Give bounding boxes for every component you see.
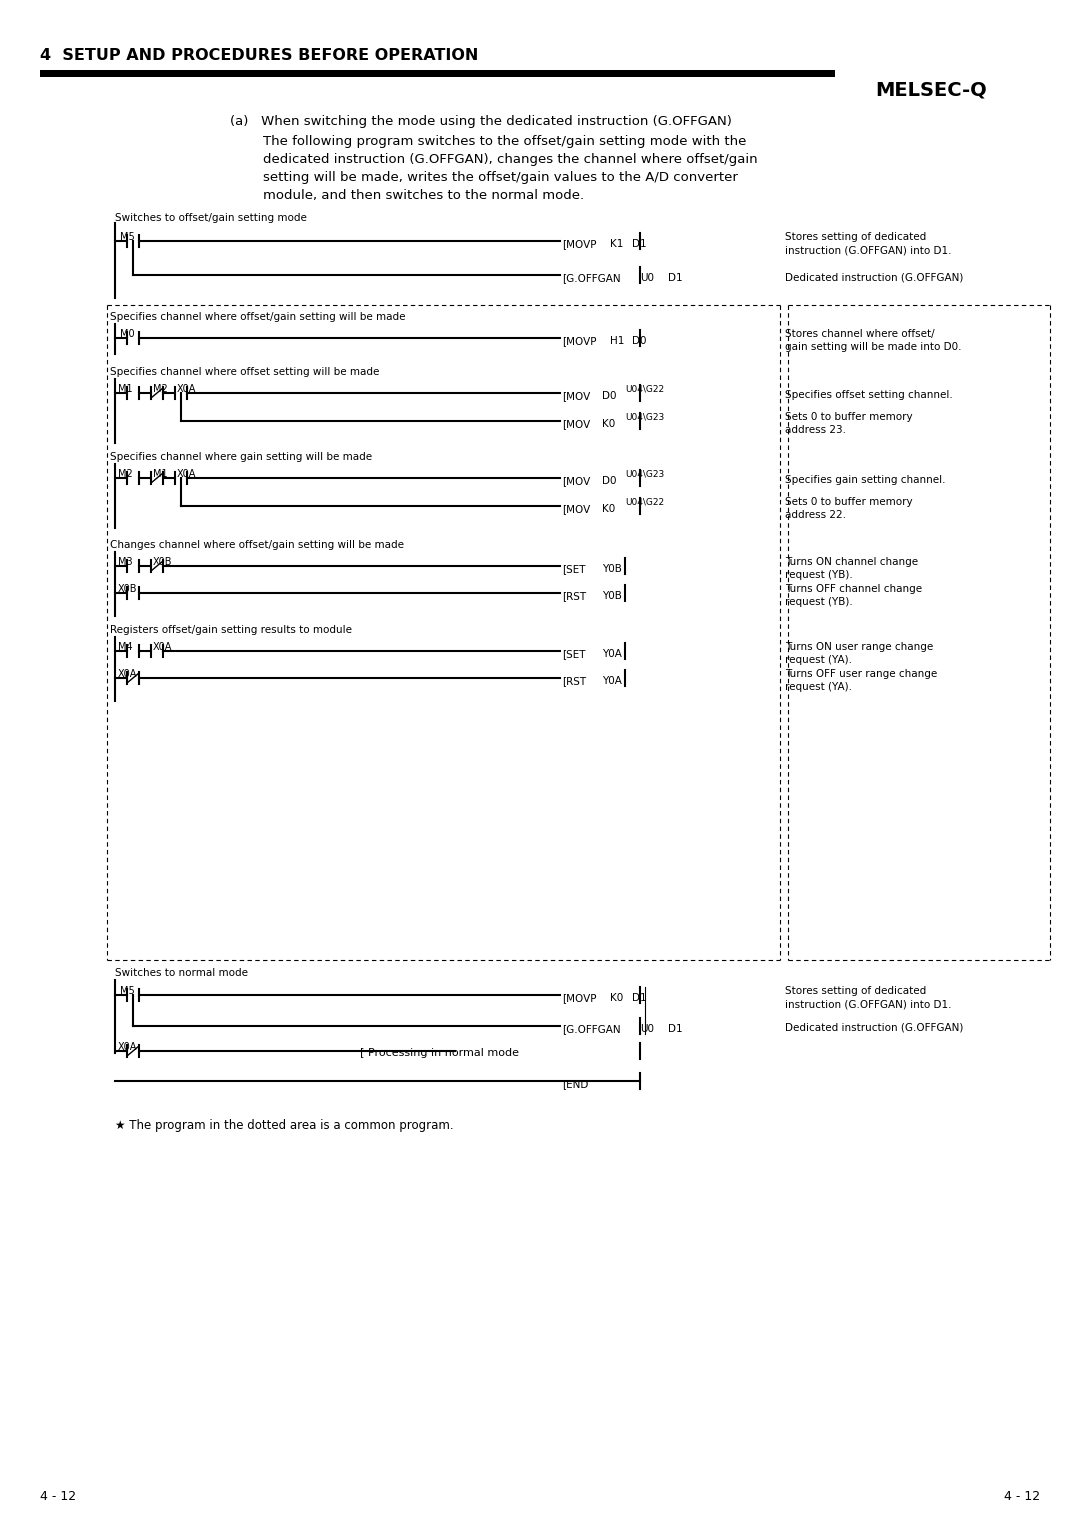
Text: [MOV: [MOV (562, 504, 591, 513)
Text: Turns ON user range change: Turns ON user range change (785, 642, 933, 652)
Text: M5: M5 (120, 232, 135, 241)
Text: Sets 0 to buffer memory: Sets 0 to buffer memory (785, 413, 913, 422)
Text: X0B: X0B (118, 584, 137, 594)
Text: M4: M4 (118, 642, 133, 652)
Text: [MOV: [MOV (562, 391, 591, 400)
Text: U0: U0 (640, 1024, 654, 1034)
Text: request (YB).: request (YB). (785, 597, 853, 607)
Text: M2: M2 (118, 469, 133, 478)
Text: U0: U0 (640, 274, 654, 283)
Text: D0: D0 (602, 477, 617, 486)
Text: Sets 0 to buffer memory: Sets 0 to buffer memory (785, 497, 913, 507)
Text: address 23.: address 23. (785, 425, 846, 435)
Text: Stores setting of dedicated: Stores setting of dedicated (785, 986, 927, 996)
Text: Turns OFF channel change: Turns OFF channel change (785, 584, 922, 594)
Text: X0A: X0A (118, 1042, 137, 1051)
Text: U04\G23: U04\G23 (625, 469, 664, 478)
Text: [ Processing in normal mode: [ Processing in normal mode (360, 1048, 519, 1057)
Text: Stores channel where offset/: Stores channel where offset/ (785, 329, 934, 339)
Text: request (YB).: request (YB). (785, 570, 853, 581)
Text: Turns ON channel change: Turns ON channel change (785, 558, 918, 567)
Text: request (YA).: request (YA). (785, 656, 852, 665)
Text: Turns OFF user range change: Turns OFF user range change (785, 669, 937, 678)
Text: X0A: X0A (118, 669, 137, 678)
Text: Specifies gain setting channel.: Specifies gain setting channel. (785, 475, 945, 484)
Text: M5: M5 (120, 986, 135, 996)
Text: 4  SETUP AND PROCEDURES BEFORE OPERATION: 4 SETUP AND PROCEDURES BEFORE OPERATION (40, 47, 478, 63)
Text: D1: D1 (669, 274, 683, 283)
Text: Dedicated instruction (G.OFFGAN): Dedicated instruction (G.OFFGAN) (785, 272, 963, 283)
Text: Specifies channel where offset/gain setting will be made: Specifies channel where offset/gain sett… (110, 312, 405, 322)
Text: Y0A: Y0A (602, 675, 622, 686)
Text: [SET: [SET (562, 649, 585, 659)
Text: Stores setting of dedicated: Stores setting of dedicated (785, 232, 927, 241)
Text: [MOVP: [MOVP (562, 993, 596, 1002)
Text: M3: M3 (118, 558, 133, 567)
Text: instruction (G.OFFGAN) into D1.: instruction (G.OFFGAN) into D1. (785, 999, 951, 1008)
Text: K1: K1 (610, 238, 623, 249)
Text: address 22.: address 22. (785, 510, 846, 520)
Text: Y0A: Y0A (602, 649, 622, 659)
Text: 4 - 12: 4 - 12 (1004, 1490, 1040, 1504)
Text: Switches to normal mode: Switches to normal mode (114, 969, 248, 978)
Text: K0: K0 (602, 419, 616, 429)
Text: D1: D1 (669, 1024, 683, 1034)
Text: D1: D1 (632, 238, 647, 249)
Text: U04\G22: U04\G22 (625, 384, 664, 393)
Text: M0: M0 (120, 329, 135, 339)
Text: K0: K0 (602, 504, 616, 513)
Text: module, and then switches to the normal mode.: module, and then switches to the normal … (264, 189, 584, 202)
Text: [MOVP: [MOVP (562, 238, 596, 249)
Text: [RST: [RST (562, 675, 586, 686)
Text: request (YA).: request (YA). (785, 681, 852, 692)
Text: D0: D0 (632, 336, 647, 345)
Text: Switches to offset/gain setting mode: Switches to offset/gain setting mode (114, 212, 307, 223)
Text: Dedicated instruction (G.OFFGAN): Dedicated instruction (G.OFFGAN) (785, 1024, 963, 1033)
Text: D0: D0 (602, 391, 617, 400)
Text: Specifies channel where gain setting will be made: Specifies channel where gain setting wil… (110, 452, 373, 461)
Text: K0: K0 (610, 993, 623, 1002)
Text: X0B: X0B (153, 558, 173, 567)
Text: [MOV: [MOV (562, 477, 591, 486)
Text: Specifies channel where offset setting will be made: Specifies channel where offset setting w… (110, 367, 379, 377)
Text: Y0B: Y0B (602, 591, 622, 601)
Text: U04\G23: U04\G23 (625, 413, 664, 422)
Text: [G.OFFGAN: [G.OFFGAN (562, 274, 621, 283)
Text: X0A: X0A (153, 642, 173, 652)
Text: D1: D1 (632, 993, 647, 1002)
Bar (40, 70, 835, 76)
Text: X0A: X0A (177, 469, 197, 478)
Text: MELSEC-Q: MELSEC-Q (875, 79, 987, 99)
Text: dedicated instruction (G.OFFGAN), changes the channel where offset/gain: dedicated instruction (G.OFFGAN), change… (264, 153, 758, 167)
Text: 4 - 12: 4 - 12 (40, 1490, 76, 1504)
Text: The following program switches to the offset/gain setting mode with the: The following program switches to the of… (264, 134, 746, 148)
Text: [RST: [RST (562, 591, 586, 601)
Text: gain setting will be made into D0.: gain setting will be made into D0. (785, 342, 961, 351)
Text: Y0B: Y0B (602, 564, 622, 575)
Text: setting will be made, writes the offset/gain values to the A/D converter: setting will be made, writes the offset/… (264, 171, 738, 183)
Text: (a)   When switching the mode using the dedicated instruction (G.OFFGAN): (a) When switching the mode using the de… (230, 115, 732, 128)
Text: M1: M1 (153, 469, 167, 478)
Text: [G.OFFGAN: [G.OFFGAN (562, 1024, 621, 1034)
Text: Registers offset/gain setting results to module: Registers offset/gain setting results to… (110, 625, 352, 636)
Text: instruction (G.OFFGAN) into D1.: instruction (G.OFFGAN) into D1. (785, 244, 951, 255)
Text: U04\G22: U04\G22 (625, 497, 664, 506)
Text: ★ The program in the dotted area is a common program.: ★ The program in the dotted area is a co… (114, 1118, 454, 1132)
Text: M1: M1 (118, 384, 133, 394)
Text: [MOVP: [MOVP (562, 336, 596, 345)
Text: X0A: X0A (177, 384, 197, 394)
Text: [END: [END (562, 1079, 589, 1089)
Text: M2: M2 (153, 384, 167, 394)
Text: Specifies offset setting channel.: Specifies offset setting channel. (785, 390, 953, 400)
Text: H1: H1 (610, 336, 624, 345)
Text: [MOV: [MOV (562, 419, 591, 429)
Text: Changes channel where offset/gain setting will be made: Changes channel where offset/gain settin… (110, 539, 404, 550)
Text: [SET: [SET (562, 564, 585, 575)
